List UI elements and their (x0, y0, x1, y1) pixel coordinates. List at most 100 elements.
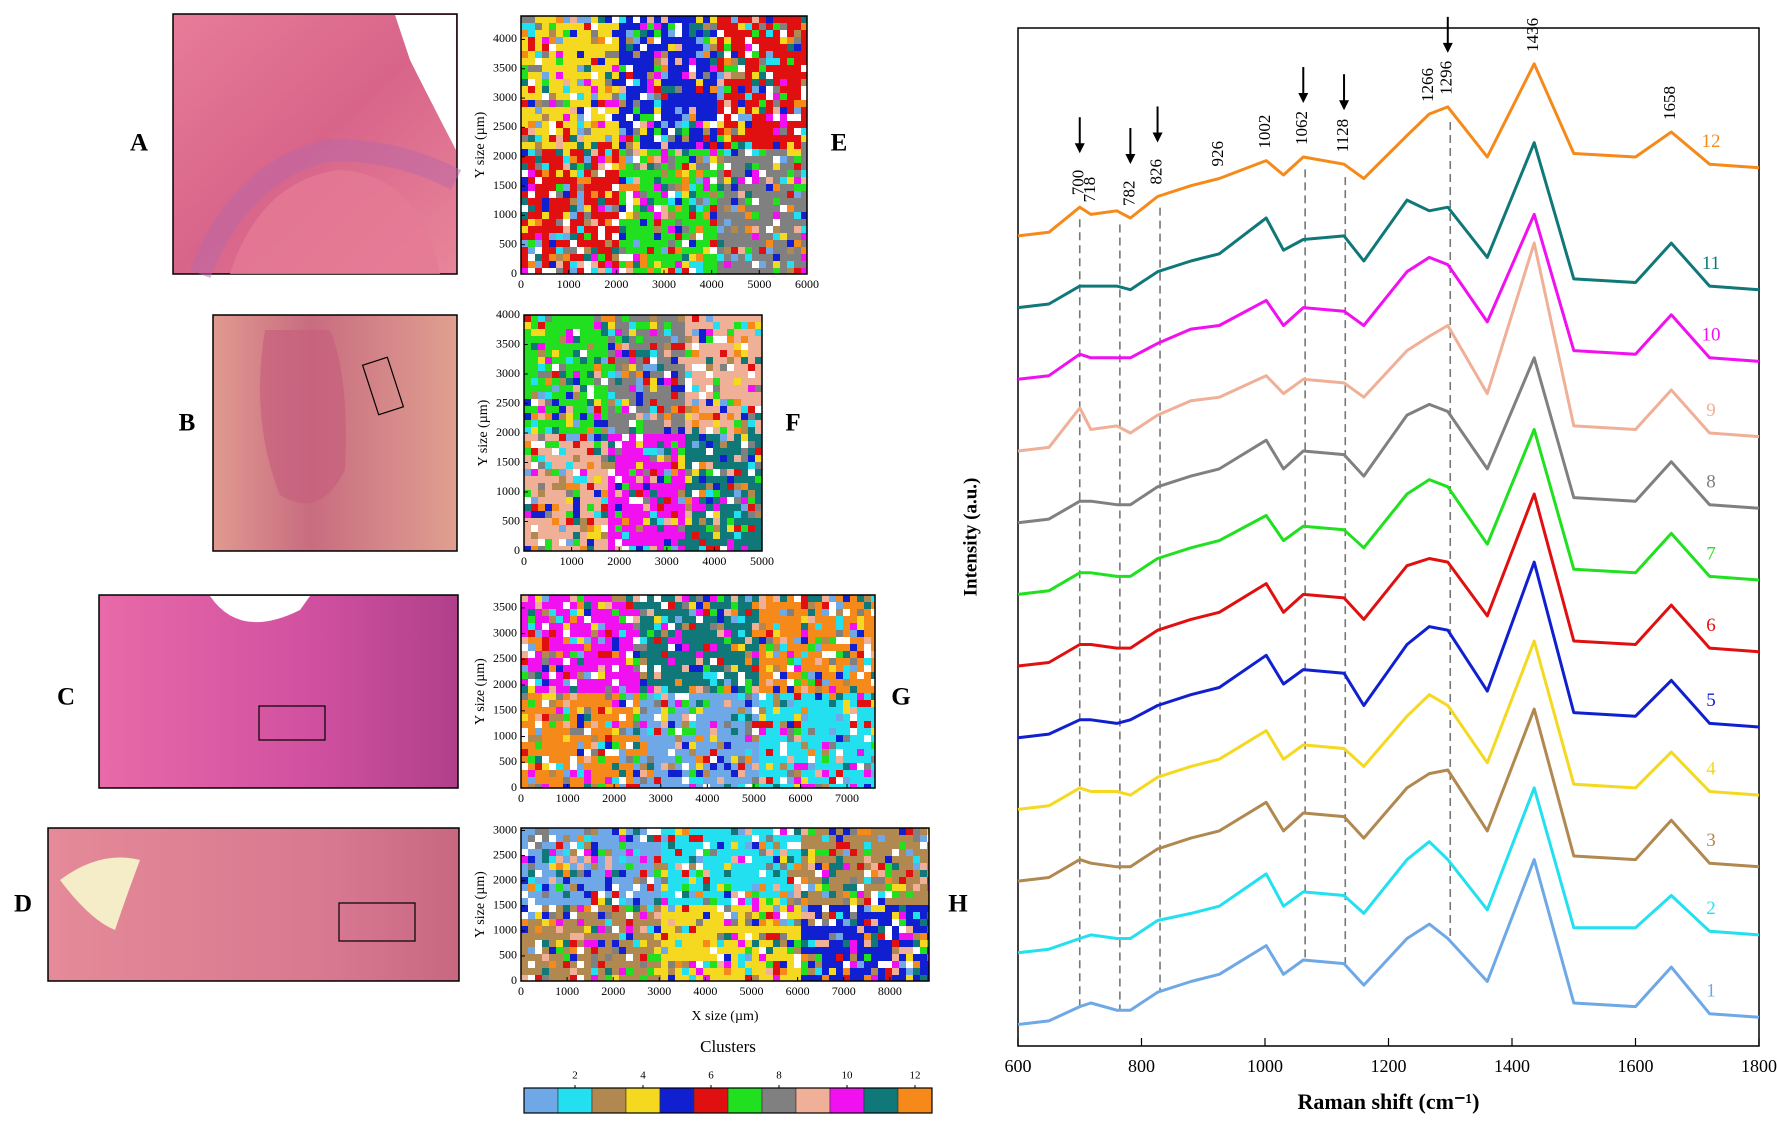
map-pixel (675, 163, 682, 170)
map-pixel (899, 849, 906, 856)
map-pixel (731, 163, 738, 170)
map-pixel (640, 630, 647, 637)
map-pixel (752, 240, 759, 247)
map-pixel (773, 114, 780, 121)
map-pixel (741, 427, 748, 434)
map-pixel (531, 392, 538, 399)
map-pixel (752, 777, 759, 784)
map-pixel (899, 870, 906, 877)
map-pixel (542, 842, 549, 849)
map-pixel (643, 497, 650, 504)
map-pixel (640, 23, 647, 30)
map-pixel (661, 623, 668, 630)
map-pixel (829, 828, 836, 835)
map-pixel (580, 469, 587, 476)
map-pixel (731, 616, 738, 623)
map-pixel (906, 891, 913, 898)
map-pixel (766, 856, 773, 863)
map-pixel (619, 205, 626, 212)
map-pixel (622, 350, 629, 357)
map-pixel (801, 877, 808, 884)
map-pixel (878, 842, 885, 849)
map-pixel (794, 44, 801, 51)
map-pixel (787, 114, 794, 121)
map-pixel (580, 322, 587, 329)
map-pixel (717, 212, 724, 219)
map-pixel (864, 749, 871, 756)
map-pixel (531, 441, 538, 448)
map-pixel (608, 462, 615, 469)
map-pixel (622, 490, 629, 497)
map-pixel (843, 700, 850, 707)
map-pixel (675, 170, 682, 177)
map-pixel (647, 30, 654, 37)
map-pixel (696, 672, 703, 679)
map-pixel (528, 637, 535, 644)
map-pixel (759, 630, 766, 637)
map-pixel (636, 518, 643, 525)
map-pixel (640, 849, 647, 856)
map-pixel (524, 448, 531, 455)
x-tick-label: 1000 (556, 791, 580, 805)
map-pixel (664, 518, 671, 525)
map-pixel (584, 72, 591, 79)
map-pixel (664, 378, 671, 385)
map-pixel (724, 912, 731, 919)
map-pixel (692, 343, 699, 350)
map-pixel (801, 205, 807, 212)
map-pixel (633, 142, 640, 149)
map-pixel (713, 385, 720, 392)
map-pixel (759, 212, 766, 219)
map-pixel (794, 849, 801, 856)
map-pixel (563, 156, 570, 163)
map-pixel (661, 177, 668, 184)
map-pixel (647, 728, 654, 735)
map-pixel (696, 728, 703, 735)
map-pixel (752, 616, 759, 623)
map-pixel (850, 777, 857, 784)
map-pixel (696, 651, 703, 658)
map-pixel (717, 51, 724, 58)
map-pixel (731, 16, 738, 23)
map-pixel (612, 863, 619, 870)
map-pixel (563, 100, 570, 107)
map-pixel (654, 205, 661, 212)
map-pixel (563, 191, 570, 198)
map-pixel (626, 177, 633, 184)
map-pixel (657, 448, 664, 455)
map-pixel (584, 602, 591, 609)
map-pixel (538, 413, 545, 420)
map-pixel (759, 616, 766, 623)
map-pixel (664, 364, 671, 371)
map-pixel (692, 490, 699, 497)
map-pixel (871, 912, 878, 919)
map-pixel (552, 518, 559, 525)
map-pixel (584, 128, 591, 135)
map-pixel (871, 828, 878, 835)
map-pixel (731, 135, 738, 142)
map-pixel (801, 707, 808, 714)
map-pixel (713, 497, 720, 504)
map-pixel (773, 749, 780, 756)
map-pixel (661, 665, 668, 672)
map-pixel (738, 735, 745, 742)
map-pixel (724, 707, 731, 714)
map-pixel (622, 364, 629, 371)
map-pixel (745, 707, 752, 714)
map-pixel (752, 163, 759, 170)
map-pixel (605, 856, 612, 863)
map-pixel (748, 483, 755, 490)
map-pixel (591, 233, 598, 240)
map-pixel (542, 828, 549, 835)
map-pixel (759, 898, 766, 905)
y-tick-label: 3500 (496, 336, 520, 350)
map-pixel (584, 170, 591, 177)
map-pixel (654, 721, 661, 728)
map-pixel (671, 371, 678, 378)
map-pixel (671, 392, 678, 399)
map-pixel (556, 672, 563, 679)
x-tick-label: 2000 (607, 554, 631, 568)
map-pixel (822, 763, 829, 770)
map-pixel (699, 434, 706, 441)
map-pixel (591, 107, 598, 114)
